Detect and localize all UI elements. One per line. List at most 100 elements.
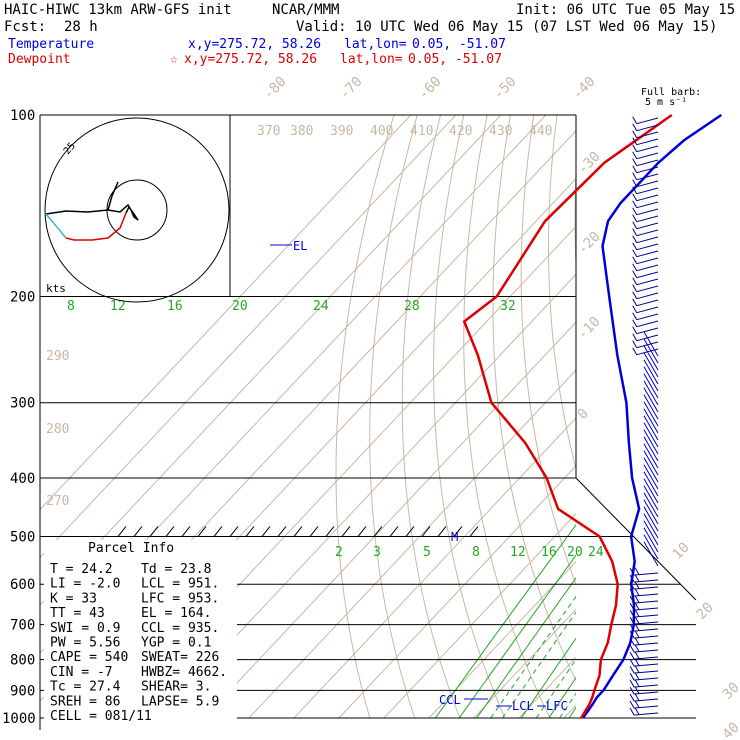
wind-barb <box>636 145 659 153</box>
wind-barb <box>647 443 659 462</box>
pressure-tick-label: 700 <box>10 618 35 634</box>
wind-barb-flag <box>643 436 649 444</box>
mixing-ratio-label: 12 <box>110 299 126 314</box>
theta-label: 440 <box>529 124 552 139</box>
wind-barb-flag <box>632 179 638 187</box>
wind-barb-flag <box>643 450 649 458</box>
wind-barb-flag <box>634 623 640 631</box>
pressure-axis: 100 200 300 400 500 600 700 800 900 1000 <box>2 108 36 727</box>
wind-barb-flag <box>643 429 649 437</box>
wind-barb <box>634 691 659 695</box>
dry-adiabat-line <box>548 115 576 471</box>
wind-barb-flag <box>632 298 638 306</box>
hodograph-panel <box>44 118 230 295</box>
theta-label: 430 <box>489 124 512 139</box>
hatch-mark <box>133 526 143 537</box>
wind-barb-flag <box>632 319 638 327</box>
wind-barb-flag <box>634 609 640 617</box>
wind-barb <box>636 306 659 314</box>
wind-barb-flag <box>632 193 638 201</box>
wind-barb <box>636 292 659 300</box>
wind-barb <box>647 338 659 357</box>
isotherm-line <box>40 115 412 511</box>
wind-barb <box>634 712 659 716</box>
wind-barb <box>634 705 659 709</box>
mixing-ratio-line <box>490 595 576 719</box>
pressure-tick-label: 100 <box>10 108 35 124</box>
fcst-label: Fcst: <box>4 19 46 35</box>
wind-barb <box>647 422 659 441</box>
dry-adiabat-line <box>674 115 740 718</box>
parcel-info-right: CCL = 935. <box>141 621 219 636</box>
wind-barb <box>647 450 659 469</box>
hatch-mark <box>149 526 159 537</box>
wind-barb <box>634 698 659 702</box>
legend-temperature: Temperature <box>8 37 94 52</box>
wind-barb <box>647 394 659 413</box>
wind-barb-flag <box>632 137 638 145</box>
wind-barb <box>634 649 659 653</box>
wind-barb <box>647 464 659 483</box>
hodograph-trace-surface <box>45 213 67 239</box>
wind-barb-flag <box>643 478 649 486</box>
wind-barb <box>634 593 659 597</box>
parcel-info-left: SREH = 86 <box>50 694 120 709</box>
wind-barb-flag <box>629 637 635 646</box>
wind-barb <box>636 152 659 160</box>
wind-barb <box>634 600 659 604</box>
wind-barbs <box>629 116 659 716</box>
temp-latlon: 0.05, -51.07 <box>412 37 506 52</box>
wind-barb-flag <box>632 221 638 229</box>
pressure-tick-label: 1000 <box>2 711 36 727</box>
theta-label: 380 <box>290 124 313 139</box>
wind-barb <box>634 670 659 674</box>
wind-barb <box>647 478 659 497</box>
parcel-info-right: SWEAT= 226 <box>141 650 219 665</box>
isotherm-label: -50 <box>491 74 520 103</box>
isotherm-label: -30 <box>575 149 604 178</box>
wind-barb <box>634 572 659 576</box>
wind-barb <box>647 373 659 392</box>
wind-barb-flag <box>632 116 638 124</box>
wind-barb-flag <box>643 373 649 381</box>
wind-barb <box>647 457 659 476</box>
wind-barb <box>636 243 659 251</box>
wind-barb <box>647 366 659 385</box>
dew-xy: x,y=275.72, 58.26 <box>184 52 317 67</box>
parcel-info-rows: T = 24.2 Td = 23.8 LI = -2.0 LCL = 951. K = … <box>50 562 227 724</box>
hatch-mark <box>341 526 351 537</box>
wind-barb-flag <box>634 595 640 603</box>
isotherm-label: 0 <box>575 406 592 423</box>
wind-barb-flag <box>643 422 649 430</box>
isotherm-line <box>338 465 576 719</box>
dew-latlon-label: lat,lon= <box>340 52 403 67</box>
wind-barb-flag <box>634 679 640 687</box>
parcel-info-right: HWBZ= 4662. <box>141 665 227 680</box>
wind-barb <box>634 628 659 632</box>
mixing-ratio-line <box>599 297 740 719</box>
wind-barb-flag <box>643 415 649 423</box>
wind-barb-flag <box>629 644 635 653</box>
wind-barb-flag <box>632 284 638 292</box>
isotherm-label: 20 <box>694 600 717 623</box>
pressure-tick-label: 300 <box>10 396 35 412</box>
wind-barb <box>636 257 659 265</box>
wind-barb <box>647 506 659 525</box>
wind-barb <box>636 222 659 230</box>
wind-barb-flag <box>643 443 649 451</box>
wind-barb-flag <box>632 326 638 334</box>
hatch-mark <box>405 526 415 537</box>
isotherm-label: 40 <box>720 720 740 740</box>
wind-barb <box>636 250 659 258</box>
wind-barb <box>647 492 659 511</box>
legend-dewpoint: Dewpoint <box>8 52 71 67</box>
wind-barb-flag <box>643 506 649 514</box>
wind-barb-flag <box>634 651 640 659</box>
wind-barb-flag <box>629 707 635 716</box>
mixing-ratio-label: 16 <box>167 299 183 314</box>
wind-barb-flag <box>634 588 640 596</box>
isotherm-line <box>40 115 502 606</box>
isotherm-label: 10 <box>670 540 693 563</box>
wind-barb <box>636 138 659 146</box>
wind-barb <box>634 635 659 639</box>
